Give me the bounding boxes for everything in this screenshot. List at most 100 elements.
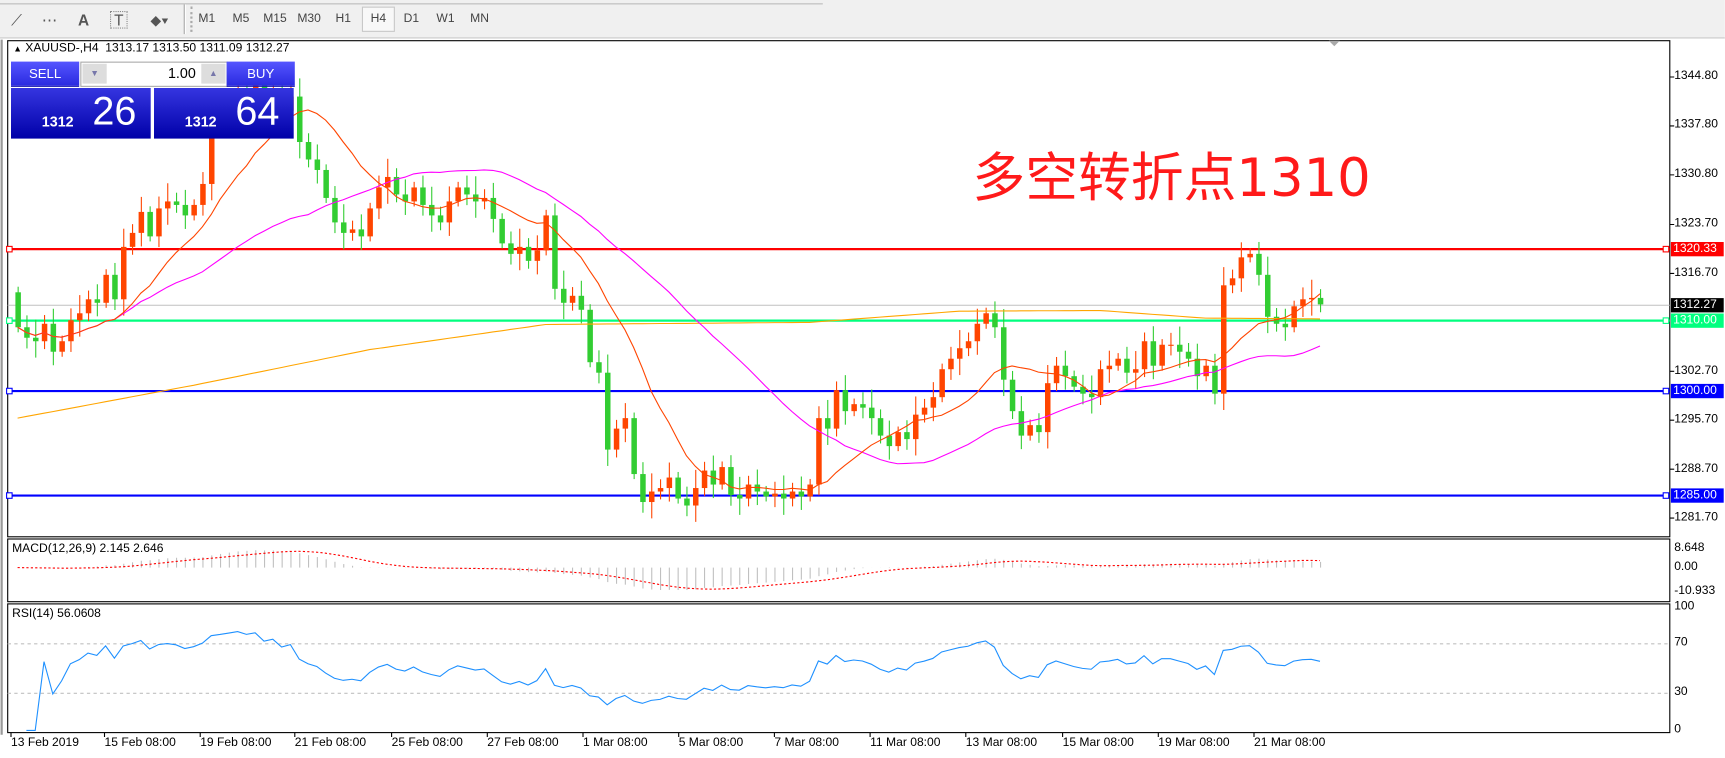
date-label: 21 Mar 08:00 bbox=[1254, 735, 1326, 750]
candle-body bbox=[1036, 425, 1042, 433]
candle-body bbox=[737, 495, 743, 499]
candle-body bbox=[332, 197, 338, 223]
timeframe-h4[interactable]: H4 bbox=[361, 6, 395, 32]
arrows-dropdown-icon[interactable]: ⬥▾ bbox=[150, 11, 169, 29]
price-tick-label: 1316.70 bbox=[1674, 265, 1718, 279]
price-tick-label: 1295.70 bbox=[1674, 412, 1718, 426]
candle-body bbox=[455, 187, 461, 202]
ma-fast-line bbox=[17, 109, 1321, 491]
date-label: 1 Mar 08:00 bbox=[583, 735, 648, 750]
candle-body bbox=[376, 187, 382, 209]
toolbar-grip[interactable] bbox=[190, 6, 193, 32]
candle-body bbox=[992, 313, 998, 328]
candle-body bbox=[182, 204, 189, 216]
candle-body bbox=[429, 204, 435, 216]
date-label: 21 Feb 08:00 bbox=[294, 735, 367, 750]
fibonacci-fan-icon[interactable]: ⋯ bbox=[41, 11, 58, 29]
candle-body bbox=[543, 215, 549, 251]
candle-body bbox=[94, 299, 101, 303]
date-label: 5 Mar 08:00 bbox=[678, 735, 744, 750]
date-label: 13 Mar 08:00 bbox=[965, 735, 1038, 750]
candle-body bbox=[1212, 365, 1218, 394]
price-line-label-1312.27: 1312.27 bbox=[1670, 298, 1724, 313]
candle-body bbox=[798, 491, 805, 497]
price-line-label-1320.33: 1320.33 bbox=[1670, 242, 1724, 257]
candle-body bbox=[1300, 299, 1306, 307]
candle-body bbox=[490, 197, 497, 219]
timeframe-d1[interactable]: D1 bbox=[403, 12, 420, 26]
candle-body bbox=[561, 288, 567, 303]
candle-body bbox=[173, 201, 180, 205]
sell-price-pips: 26 bbox=[92, 88, 137, 134]
candle-body bbox=[1115, 358, 1121, 366]
decrease-lot-icon[interactable]: ▼ bbox=[82, 63, 107, 84]
candle-body bbox=[1124, 358, 1130, 373]
buy-price[interactable]: 1312 64 bbox=[154, 88, 294, 139]
candle-body bbox=[147, 211, 153, 237]
candle-body bbox=[191, 204, 197, 216]
candle-body bbox=[341, 222, 347, 233]
candle-body bbox=[1089, 393, 1095, 398]
candle-body bbox=[1168, 344, 1174, 346]
candle-body bbox=[1045, 383, 1051, 433]
candle-body bbox=[50, 323, 57, 352]
price-line-label-1285.00: 1285.00 bbox=[1670, 488, 1724, 503]
price-line-label-1310.00: 1310.00 bbox=[1670, 313, 1724, 328]
candle-body bbox=[121, 246, 127, 300]
rsi-tick-label: 0 bbox=[1674, 722, 1681, 736]
candle-body bbox=[596, 362, 602, 373]
lot-value[interactable]: 1.00 bbox=[167, 64, 196, 82]
sell-price[interactable]: 1312 26 bbox=[11, 88, 151, 139]
timeframe-h1[interactable]: H1 bbox=[335, 12, 351, 26]
timeframe-m1[interactable]: M1 bbox=[198, 12, 216, 26]
candle-body bbox=[605, 372, 611, 450]
candle-body bbox=[1221, 285, 1227, 394]
timeframe-m30[interactable]: M30 bbox=[297, 12, 321, 26]
candle-body bbox=[640, 474, 646, 503]
candle-body bbox=[631, 418, 637, 475]
candle-body bbox=[411, 187, 417, 202]
date-label: 15 Feb 08:00 bbox=[104, 735, 176, 750]
candle-body bbox=[684, 498, 690, 506]
price-tick-label: 1330.80 bbox=[1674, 167, 1718, 181]
toolbar-separator bbox=[183, 4, 186, 35]
line-handle-left bbox=[6, 492, 13, 499]
increase-lot-icon[interactable]: ▲ bbox=[201, 63, 226, 84]
rsi-tick-label: 100 bbox=[1674, 598, 1695, 613]
date-label: 11 Mar 08:00 bbox=[870, 735, 941, 750]
candle-body bbox=[59, 341, 65, 352]
elliott-wave-icon[interactable]: ⟋ bbox=[11, 11, 22, 29]
candle-body bbox=[701, 470, 708, 489]
rsi-tick-label: 70 bbox=[1674, 636, 1688, 650]
text-label-icon[interactable]: T bbox=[110, 11, 128, 29]
price-tick-label: 1323.70 bbox=[1674, 216, 1718, 230]
candle-body bbox=[77, 313, 83, 321]
candle-body bbox=[552, 215, 558, 289]
line-handle-right bbox=[1662, 387, 1670, 395]
candle-body bbox=[1062, 365, 1069, 377]
candle-body bbox=[1247, 253, 1253, 258]
candle-body bbox=[1141, 341, 1148, 370]
candle-body bbox=[129, 232, 136, 247]
collapse-triangle-icon[interactable]: ▲ bbox=[13, 44, 22, 54]
candle-body bbox=[921, 407, 928, 415]
text-icon[interactable]: A bbox=[78, 11, 90, 29]
timeframe-w1[interactable]: W1 bbox=[436, 12, 455, 26]
candle-body bbox=[948, 358, 954, 370]
timeframe-m5[interactable]: M5 bbox=[232, 12, 250, 26]
timeframe-mn[interactable]: MN bbox=[470, 12, 490, 26]
candle-body bbox=[534, 250, 541, 261]
candle-body bbox=[209, 128, 215, 184]
chart-shift-marker-icon bbox=[1328, 40, 1340, 47]
buy-button[interactable]: BUY bbox=[226, 61, 295, 87]
macd-tick-label: 0.00 bbox=[1674, 559, 1698, 574]
candle-body bbox=[886, 435, 893, 447]
lot-size-input[interactable]: ▼ 1.00 ▲ bbox=[80, 61, 228, 87]
timeframe-m15[interactable]: M15 bbox=[263, 12, 287, 26]
candle-body bbox=[481, 197, 488, 202]
candle-body bbox=[1265, 274, 1271, 317]
sell-button[interactable]: SELL bbox=[11, 61, 80, 87]
candle-body bbox=[1177, 344, 1183, 352]
